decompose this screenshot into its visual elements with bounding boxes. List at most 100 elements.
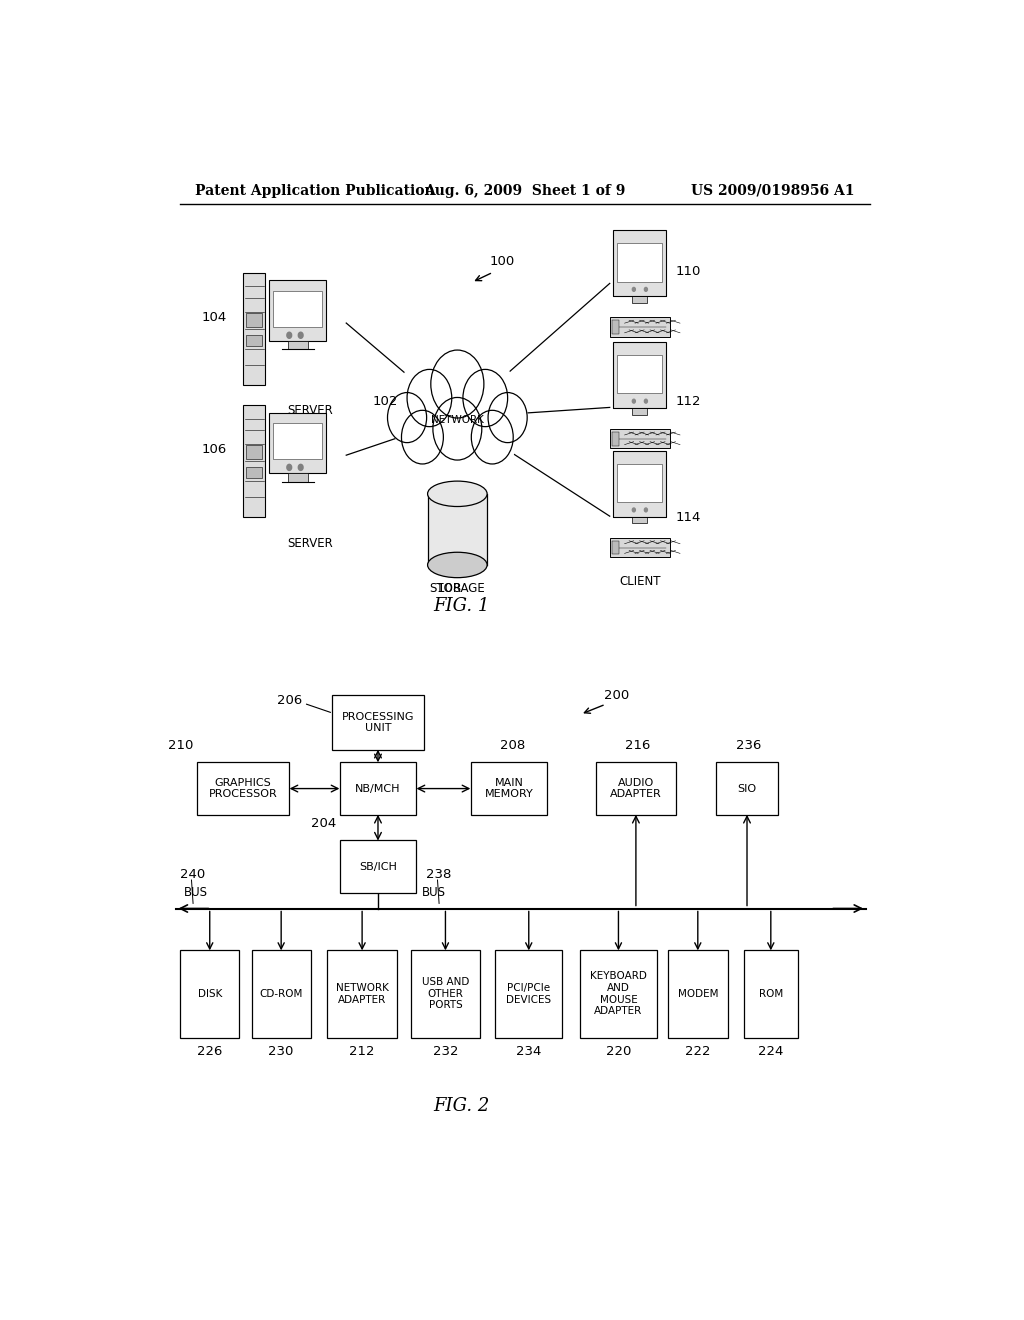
Bar (617, 355, 663, 393)
Text: PCI/PCIe
DEVICES: PCI/PCIe DEVICES (506, 983, 551, 1005)
Text: 236: 236 (736, 739, 761, 752)
FancyBboxPatch shape (340, 841, 416, 894)
Text: SERVER: SERVER (288, 404, 334, 417)
Circle shape (633, 399, 635, 403)
Circle shape (298, 333, 303, 338)
Circle shape (394, 337, 520, 498)
Text: 206: 206 (278, 694, 303, 708)
Circle shape (644, 288, 647, 292)
FancyBboxPatch shape (668, 950, 728, 1038)
Text: ROM: ROM (759, 989, 783, 999)
FancyBboxPatch shape (197, 762, 289, 814)
Circle shape (287, 465, 292, 470)
Circle shape (431, 350, 484, 418)
FancyBboxPatch shape (496, 950, 562, 1038)
Text: USB AND
OTHER
PORTS: USB AND OTHER PORTS (422, 977, 469, 1011)
Bar (243, 273, 265, 385)
Bar (609, 317, 671, 337)
Text: 240: 240 (179, 869, 205, 880)
Text: 208: 208 (501, 739, 525, 752)
Bar (288, 342, 308, 350)
FancyBboxPatch shape (716, 762, 778, 814)
Text: 106: 106 (202, 444, 227, 457)
Bar (288, 474, 308, 482)
Bar (617, 463, 663, 502)
Bar (617, 243, 663, 281)
Bar (613, 231, 667, 296)
Text: Aug. 6, 2009  Sheet 1 of 9: Aug. 6, 2009 Sheet 1 of 9 (424, 183, 626, 198)
Text: 102: 102 (373, 396, 397, 408)
Circle shape (408, 370, 452, 426)
FancyBboxPatch shape (743, 950, 798, 1038)
FancyBboxPatch shape (180, 950, 240, 1038)
Text: 104: 104 (202, 312, 227, 323)
Bar (243, 405, 265, 517)
Circle shape (633, 508, 635, 512)
Bar (611, 432, 620, 446)
Circle shape (287, 333, 292, 338)
FancyBboxPatch shape (596, 762, 676, 814)
Text: DISK: DISK (198, 989, 222, 999)
Bar (609, 429, 671, 449)
Circle shape (488, 392, 527, 442)
Text: SB/ICH: SB/ICH (359, 862, 397, 871)
Circle shape (401, 411, 443, 465)
Text: AUDIO
ADAPTER: AUDIO ADAPTER (610, 777, 662, 800)
Text: MODEM: MODEM (678, 989, 718, 999)
FancyBboxPatch shape (581, 950, 656, 1038)
Text: PROCESSING
UNIT: PROCESSING UNIT (342, 711, 415, 734)
Text: 230: 230 (268, 1045, 294, 1057)
Circle shape (644, 399, 647, 403)
Text: 216: 216 (625, 739, 650, 752)
Bar (247, 467, 262, 478)
Bar (247, 313, 262, 327)
Circle shape (633, 288, 635, 292)
Circle shape (471, 411, 513, 465)
Text: BUS: BUS (422, 886, 445, 899)
Text: 212: 212 (349, 1045, 375, 1057)
Ellipse shape (428, 552, 487, 578)
Text: 222: 222 (685, 1045, 711, 1057)
Bar (247, 445, 262, 459)
Circle shape (387, 392, 427, 442)
Bar (273, 422, 323, 459)
Text: GRAPHICS
PROCESSOR: GRAPHICS PROCESSOR (209, 777, 278, 800)
Text: 114: 114 (676, 511, 701, 524)
Circle shape (644, 508, 647, 512)
Text: CLIENT: CLIENT (620, 466, 660, 479)
Text: 220: 220 (606, 1045, 631, 1057)
Text: NETWORK: NETWORK (431, 414, 483, 425)
Text: Patent Application Publication: Patent Application Publication (196, 183, 435, 198)
Bar (273, 290, 323, 327)
FancyBboxPatch shape (332, 696, 424, 750)
Ellipse shape (428, 480, 487, 507)
FancyBboxPatch shape (252, 950, 310, 1038)
Bar (611, 541, 620, 554)
Circle shape (463, 370, 508, 426)
Text: FIG. 2: FIG. 2 (433, 1097, 489, 1114)
Text: BUS: BUS (183, 886, 208, 899)
Bar (633, 408, 647, 414)
Text: STORAGE: STORAGE (429, 582, 485, 595)
Circle shape (298, 465, 303, 470)
Bar (633, 516, 647, 524)
Text: CLIENT: CLIENT (620, 576, 660, 589)
Bar (269, 413, 327, 474)
Text: 204: 204 (310, 817, 336, 830)
Text: 210: 210 (168, 739, 194, 752)
Text: 234: 234 (516, 1045, 542, 1057)
FancyBboxPatch shape (328, 950, 397, 1038)
Text: 226: 226 (197, 1045, 222, 1057)
Text: FIG. 1: FIG. 1 (433, 597, 489, 615)
Text: 108: 108 (437, 582, 462, 595)
Text: 112: 112 (676, 396, 701, 408)
Bar (613, 451, 667, 516)
Text: SIO: SIO (737, 784, 757, 793)
Bar (269, 280, 327, 342)
Bar (247, 334, 262, 346)
Text: 224: 224 (758, 1045, 783, 1057)
FancyBboxPatch shape (340, 762, 416, 814)
Circle shape (433, 397, 481, 461)
Text: 232: 232 (433, 1045, 458, 1057)
Bar (611, 321, 620, 334)
